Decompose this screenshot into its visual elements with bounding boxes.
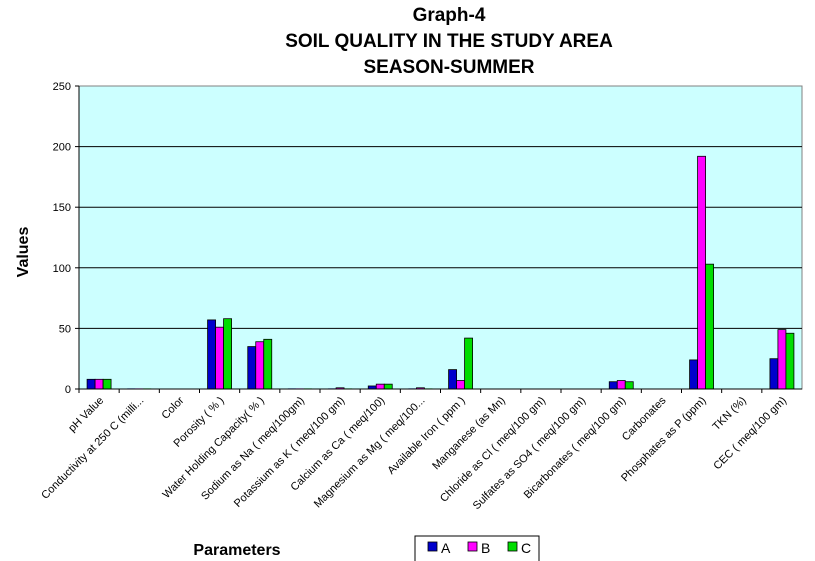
y-tick-label: 150: [53, 202, 71, 214]
x-axis-title: Parameters: [193, 542, 280, 559]
bar-A: [608, 381, 618, 390]
bar-C: [223, 318, 232, 390]
bars: [86, 155, 795, 390]
legend-label-C: C: [521, 540, 531, 556]
plot-area: [78, 85, 803, 390]
bar-B: [255, 341, 265, 390]
chart-title-line-1: Graph-4: [413, 5, 486, 26]
y-tick-label: 0: [65, 384, 71, 396]
x-category-label: Color: [159, 394, 186, 421]
legend: A B C: [414, 535, 540, 561]
axes: [75, 85, 802, 393]
bar-B: [697, 155, 706, 390]
y-tick-label: 100: [53, 263, 71, 275]
bar-A: [689, 359, 698, 390]
x-category-label: pH Value: [66, 395, 106, 435]
x-category-label: Manganese (as Mn): [430, 395, 508, 473]
y-tick-label: 50: [59, 323, 71, 335]
bar-A: [86, 378, 96, 390]
bar-C: [263, 338, 273, 390]
bar-B: [456, 380, 465, 390]
bar-A: [448, 369, 457, 390]
y-axis-title: Values: [15, 227, 32, 278]
x-category-label: Phosphates as P (ppm): [619, 395, 709, 485]
legend-swatch-B: [467, 541, 478, 552]
bar-A: [207, 319, 216, 390]
y-tick-label: 200: [53, 142, 71, 154]
legend-swatch-A: [427, 541, 438, 552]
chart-title-line-3: SEASON-SUMMER: [363, 57, 534, 78]
bar-C: [785, 332, 795, 390]
bar-C: [464, 337, 473, 390]
legend-swatch-C: [507, 541, 518, 552]
chart-title: Graph-4 SOIL QUALITY IN THE STUDY AREA S…: [285, 5, 613, 78]
bar-A: [769, 358, 779, 390]
x-category-label: Available Iron ( ppm ): [385, 395, 467, 477]
bar-C: [705, 263, 714, 390]
legend-label-A: A: [441, 540, 451, 556]
legend-label-B: B: [481, 540, 490, 556]
bar-C: [383, 383, 393, 390]
bar-A: [247, 346, 257, 390]
bar-B: [94, 378, 104, 390]
x-category-label: CEC ( meq/100 gm): [711, 395, 789, 473]
chart-title-line-2: SOIL QUALITY IN THE STUDY AREA: [285, 31, 613, 52]
x-category-label: TKN (%): [711, 395, 749, 433]
bar-B: [375, 383, 385, 390]
bar-C: [624, 381, 634, 390]
y-tick-label: 250: [53, 81, 71, 93]
bar-B: [777, 329, 787, 390]
y-tick-labels: 0 50 100 150 200 250: [53, 81, 71, 396]
bar-B: [616, 380, 626, 390]
bar-B: [215, 326, 224, 390]
gridlines: [79, 146, 802, 329]
bar-C: [102, 378, 112, 390]
